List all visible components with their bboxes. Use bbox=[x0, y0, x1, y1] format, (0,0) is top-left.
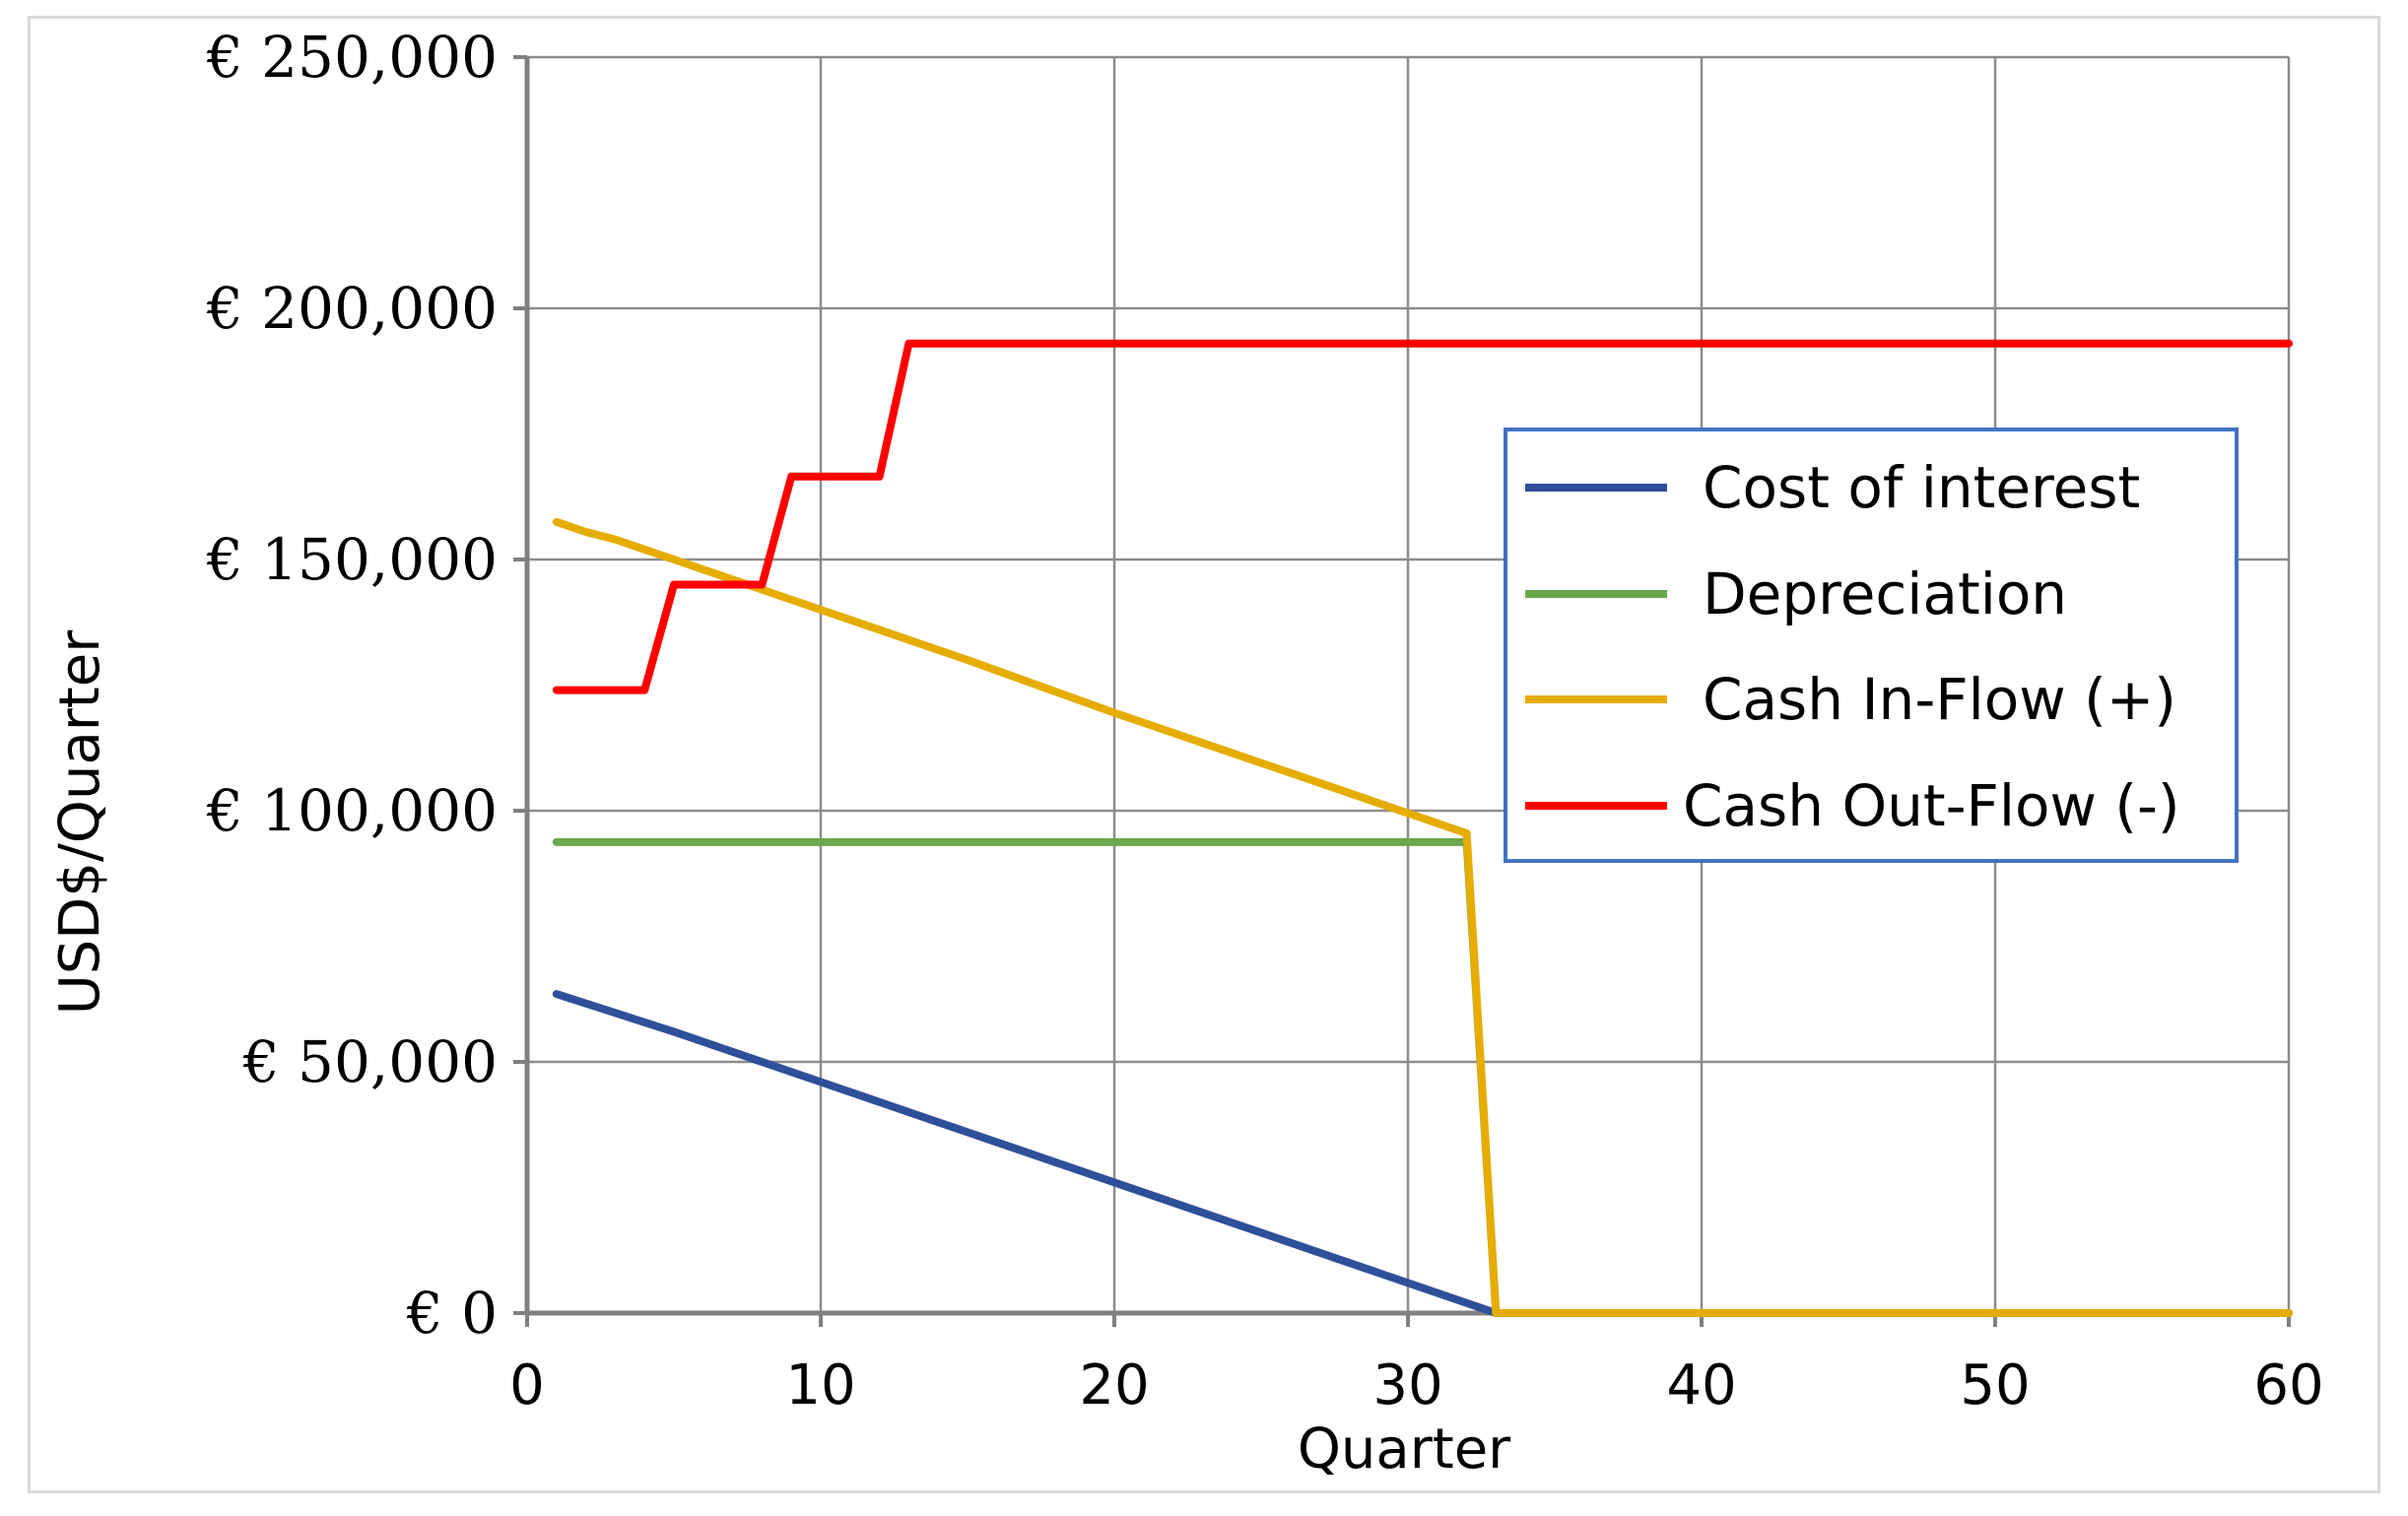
y-tick-label: € 150,000 bbox=[206, 526, 498, 593]
series-lines bbox=[552, 339, 2293, 1317]
x-tick-label: 30 bbox=[1372, 1353, 1442, 1417]
x-tick-label: 50 bbox=[1960, 1353, 2030, 1417]
y-tick-label: € 100,000 bbox=[206, 777, 498, 844]
x-tick-label: 40 bbox=[1666, 1353, 1736, 1417]
series-line-cash-in-flow bbox=[552, 517, 2293, 1317]
legend-label-cash-out-flow: Cash Out-Flow (-) bbox=[1683, 772, 2180, 839]
x-tick-label: 20 bbox=[1079, 1353, 1149, 1417]
legend-box bbox=[1504, 428, 2239, 863]
x-tick-label: 0 bbox=[509, 1353, 545, 1417]
y-axis-title: USD$/Quarter bbox=[48, 629, 112, 1015]
y-tick-label: € 250,000 bbox=[206, 24, 498, 91]
series-line-cash-out-flow bbox=[552, 339, 2293, 694]
x-tick-label: 10 bbox=[785, 1353, 855, 1417]
x-tick-label: 60 bbox=[2253, 1353, 2323, 1417]
legend-label-cash-in-flow: Cash In-Flow (+) bbox=[1703, 666, 2176, 733]
legend-label-depreciation: Depreciation bbox=[1703, 560, 2067, 627]
x-axis-title: Quarter bbox=[1298, 1417, 1511, 1482]
gridlines bbox=[527, 55, 2291, 1313]
y-tick-label: € 50,000 bbox=[242, 1028, 498, 1095]
y-tick-label: € 0 bbox=[406, 1280, 498, 1347]
legend-label-cost-of-interest: Cost of interest bbox=[1703, 454, 2140, 521]
series-line-cost-of-interest bbox=[552, 990, 2293, 1317]
y-tick-label: € 200,000 bbox=[206, 275, 498, 342]
legend: Cost of interest Depreciation Cash In-Fl… bbox=[1504, 428, 2239, 863]
tick-labels: 0 10 20 30 40 50 60 € 0 € 50,000 € 100,000 € 150,0… bbox=[206, 24, 2324, 1417]
